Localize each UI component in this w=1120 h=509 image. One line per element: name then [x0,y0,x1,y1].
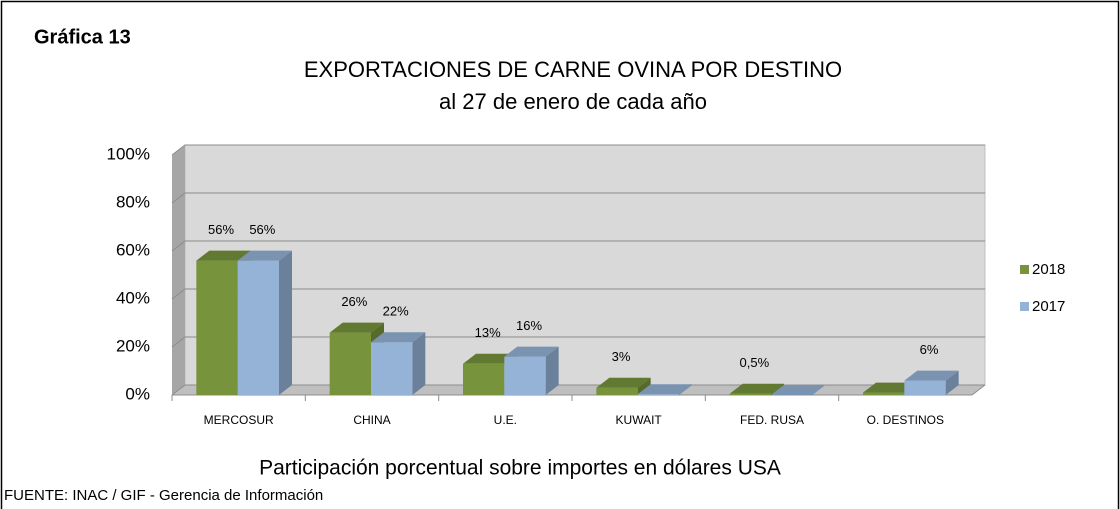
chart-header: Gráfica 13 [34,26,131,48]
bar-top [904,370,959,381]
value-label: 6% [920,342,939,357]
bar-top [863,382,918,393]
bar-side [545,346,559,395]
bar [371,332,426,395]
value-label: 22% [383,304,409,319]
bar-side [412,332,426,395]
x-tick-label: U.E. [494,413,517,427]
bar-front [237,260,279,395]
x-tick-label: MERCOSUR [204,413,274,427]
grid-line [171,288,985,300]
y-tick-label: 40% [116,288,150,307]
y-tick-label: 20% [116,336,150,355]
bar [771,385,826,395]
bar [596,377,651,395]
bar-top [196,250,251,261]
y-tick-label: 60% [116,240,150,259]
bar [237,250,292,395]
bar-front [596,387,638,395]
chart-title: EXPORTACIONES DE CARNE OVINA POR DESTINO [304,57,842,82]
value-label: 13% [475,325,501,340]
bar-front [329,332,371,395]
x-tick-label: O. DESTINOS [867,413,944,427]
bar-top [637,384,692,395]
legend-label: 2018 [1032,261,1065,278]
bar-front [863,392,905,395]
bar [637,384,692,395]
bar-top [237,250,292,261]
bar [904,370,959,395]
bar-front [637,394,679,395]
back-wall [184,144,986,386]
bar-top [596,377,651,388]
value-label: 16% [516,318,542,333]
grid-line [171,384,985,396]
y-tick-label: 100% [107,144,150,163]
bar-top [329,322,384,333]
value-label: 56% [249,222,275,237]
grid-line [171,192,985,204]
x-tick-label: FED. RUSA [740,413,804,427]
bar-side [771,383,784,395]
value-label: 0,5% [740,355,770,370]
bar-top [504,346,559,357]
side-wall [172,145,185,395]
bar-side [637,377,651,395]
value-label: 26% [341,294,367,309]
bar-side [945,370,959,395]
x-axis-label: Participación porcentual sobre importes … [259,457,781,480]
bar-front [196,260,238,395]
legend-label: 2017 [1032,298,1065,315]
bar-top [463,353,518,364]
y-tick-label: 80% [116,192,150,211]
bar-front [371,342,413,395]
legend-swatch [1020,265,1029,274]
bar-front [463,363,505,395]
value-label: 3% [612,349,631,364]
bar-side [279,250,292,395]
y-tick-label: 0% [125,384,150,403]
bar-top [729,383,784,394]
grid-line [171,144,985,156]
legend-swatch [1020,302,1029,311]
x-axis-depth [971,384,986,396]
value-label: 56% [208,222,234,237]
bar [504,346,559,395]
bar-front [504,356,546,395]
bar-front [729,393,771,395]
chart-subtitle: al 27 de enero de cada año [439,89,707,114]
grid-line [171,336,985,348]
grid-line [171,240,985,252]
bar-front [904,380,946,395]
bar-top [771,385,826,395]
bar-side [679,384,692,395]
x-tick-label: KUWAIT [616,413,663,427]
x-tick-label: CHINA [353,413,390,427]
bar-top [371,332,426,343]
source: FUENTE: INAC / GIF - Gerencia de Informa… [4,487,323,504]
bar [729,383,784,395]
